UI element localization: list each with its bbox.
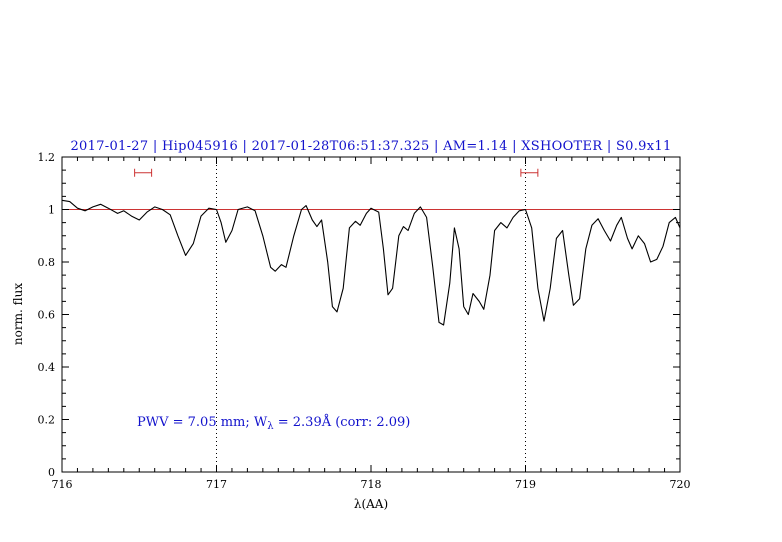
y-tick-label: 1 xyxy=(48,204,55,217)
x-tick-label: 720 xyxy=(670,478,691,491)
plot-title: 2017-01-27 | Hip045916 | 2017-01-28T06:5… xyxy=(70,139,671,154)
pwv-annotation-lambda-subscript: λ xyxy=(267,421,274,432)
plot-canvas: 716 717 718 719 720 0 0.2 0.4 0.6 0.8 1 1.2 xyxy=(38,151,691,491)
y-tick-label: 0.8 xyxy=(38,256,56,269)
y-tick-label: 1.2 xyxy=(38,151,56,164)
x-axis-label: λ(AA) xyxy=(354,497,388,511)
x-tick-label: 717 xyxy=(206,478,227,491)
y-tick-label: 0.2 xyxy=(38,414,56,427)
pwv-annotation: PWV = 7.05 mm; Wλ = 2.39Å (corr: 2.09) xyxy=(137,414,410,432)
y-tick-label: 0.6 xyxy=(38,309,56,322)
spectrum-line xyxy=(61,199,681,326)
x-tick-label: 719 xyxy=(515,478,536,491)
pwv-annotation-part2: = 2.39Å (corr: 2.09) xyxy=(274,414,411,430)
y-tick-label: 0.4 xyxy=(38,361,56,374)
x-tick-label: 716 xyxy=(52,478,73,491)
pwv-annotation-part1: PWV = 7.05 mm; W xyxy=(137,415,268,430)
y-tick-label: 0 xyxy=(48,466,55,479)
y-axis-label: norm. flux xyxy=(11,283,25,345)
x-tick-label: 718 xyxy=(361,478,382,491)
